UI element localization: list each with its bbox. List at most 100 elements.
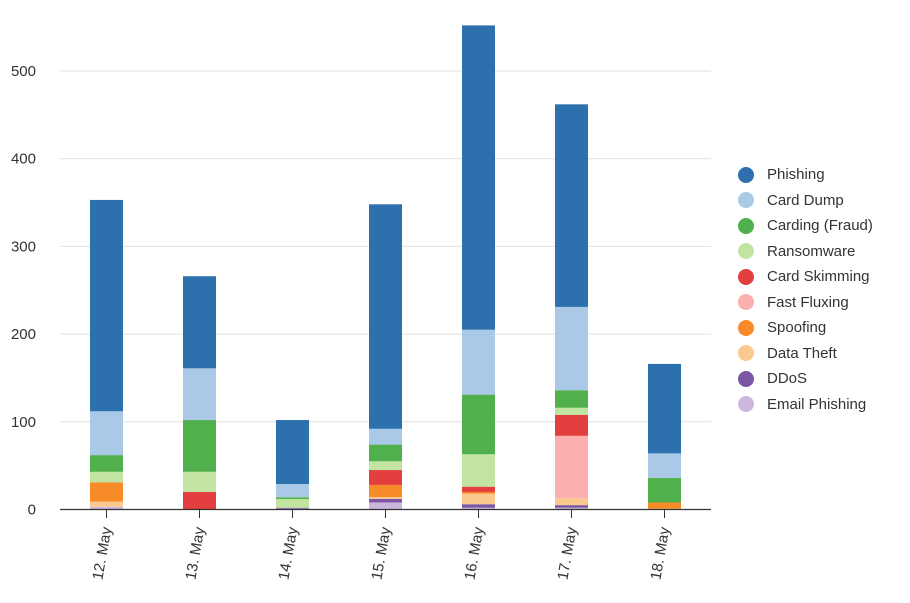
legend-label: Email Phishing (767, 395, 867, 413)
bar-segment[interactable] (183, 471, 216, 492)
legend-dot (738, 192, 754, 209)
bar-segment[interactable] (183, 368, 216, 421)
bar-segment[interactable] (183, 276, 216, 369)
legend-label: Fast Fluxing (767, 293, 849, 311)
legend-label: DDoS (767, 370, 808, 388)
bar-segment[interactable] (555, 435, 588, 499)
legend-item-fast-fluxing[interactable]: Fast Fluxing (738, 290, 873, 316)
bar-segment[interactable] (462, 454, 495, 487)
y-tick-label: 300 (11, 238, 36, 255)
bar-segment[interactable] (90, 501, 123, 507)
legend-item-card-dump[interactable]: Card Dump (738, 188, 873, 214)
legend-label: Phishing (767, 166, 825, 184)
legend-label: Card Skimming (767, 268, 870, 286)
legend-item-phishing[interactable]: Phishing (738, 162, 873, 188)
bar-segment[interactable] (648, 363, 681, 454)
bar-segment[interactable] (90, 411, 123, 456)
legend-label: Carding (Fraud) (767, 217, 873, 235)
bar-segment[interactable] (90, 482, 123, 502)
legend-item-spoofing[interactable]: Spoofing (738, 315, 873, 341)
bar-segment[interactable] (462, 507, 495, 510)
bar-segment[interactable] (90, 455, 123, 472)
bar-segment[interactable] (555, 414, 588, 436)
bar-segment[interactable] (648, 453, 681, 478)
y-tick-label: 200 (11, 326, 36, 343)
bar-segment[interactable] (276, 420, 309, 485)
legend-dot (738, 396, 754, 413)
bar-segment[interactable] (276, 507, 309, 509)
legend-label: Spoofing (767, 319, 827, 337)
bar-segment[interactable] (369, 204, 402, 429)
bar-stack[interactable] (648, 363, 681, 510)
legend-dot (738, 319, 754, 336)
bar-segment[interactable] (276, 498, 309, 508)
bar-segment[interactable] (369, 470, 402, 485)
bar-stack[interactable] (462, 25, 495, 510)
bar-stack[interactable] (90, 199, 123, 510)
bar-segment[interactable] (462, 329, 495, 395)
legend-label: Data Theft (767, 344, 837, 362)
bar-segment[interactable] (462, 504, 495, 508)
y-tick-label: 100 (11, 414, 36, 431)
bar-segment[interactable] (369, 497, 402, 499)
bar-segment[interactable] (462, 486, 495, 492)
bar-segment[interactable] (183, 420, 216, 472)
bar-segment[interactable] (369, 428, 402, 445)
bar-segment[interactable] (369, 502, 402, 510)
legend: Phishing Card Dump Carding (Fraud) Ranso… (738, 162, 873, 417)
x-tick-label: 15. May (368, 525, 394, 581)
bar-segment[interactable] (90, 506, 123, 510)
bar-segment[interactable] (555, 306, 588, 391)
x-tick-label: 18. May (647, 525, 673, 581)
x-tick-label: 13. May (182, 525, 208, 581)
bar-segment[interactable] (462, 25, 495, 330)
bar-stack[interactable] (183, 276, 216, 510)
x-tick-label: 16. May (461, 525, 487, 581)
y-tick-label: 0 (28, 502, 36, 519)
x-tick-label: 14. May (275, 525, 301, 581)
legend-item-data-theft[interactable]: Data Theft (738, 341, 873, 367)
bar-segment[interactable] (555, 507, 588, 510)
bar-segment[interactable] (369, 444, 402, 462)
y-tick-label: 400 (11, 151, 36, 168)
x-tick-label: 12. May (89, 525, 115, 581)
bars (90, 25, 681, 510)
legend-dot (738, 294, 754, 311)
legend-item-ddos[interactable]: DDoS (738, 366, 873, 392)
y-tick-label: 500 (11, 63, 36, 80)
bar-segment[interactable] (462, 394, 495, 455)
legend-item-carding-fraud[interactable]: Carding (Fraud) (738, 213, 873, 239)
bar-segment[interactable] (648, 477, 681, 503)
legend-label: Ransomware (767, 242, 856, 260)
bar-segment[interactable] (462, 493, 495, 505)
legend-dot (738, 345, 754, 362)
bar-segment[interactable] (183, 491, 216, 510)
bar-segment[interactable] (648, 502, 681, 509)
bar-segment[interactable] (276, 497, 309, 499)
bar-segment[interactable] (369, 484, 402, 498)
legend-item-email-phishing[interactable]: Email Phishing (738, 392, 873, 418)
legend-label: Card Dump (767, 191, 844, 209)
bar-segment[interactable] (555, 104, 588, 307)
bar-stack[interactable] (276, 420, 309, 510)
bar-segment[interactable] (369, 498, 402, 503)
bar-segment[interactable] (555, 390, 588, 408)
bar-segment[interactable] (369, 461, 402, 471)
bar-stack[interactable] (555, 104, 588, 510)
bar-segment[interactable] (462, 491, 495, 494)
legend-dot (738, 268, 754, 285)
bar-segment[interactable] (90, 199, 123, 412)
bar-segment[interactable] (90, 471, 123, 483)
legend-dot (738, 243, 754, 260)
bar-segment[interactable] (555, 505, 588, 508)
legend-dot (738, 370, 754, 387)
bar-stack[interactable] (369, 204, 402, 510)
y-axis: 0 100 200 300 400 500 (11, 63, 36, 519)
bar-segment[interactable] (555, 498, 588, 506)
bar-segment[interactable] (555, 407, 588, 415)
bar-segment[interactable] (276, 484, 309, 498)
legend-dot (738, 166, 754, 183)
legend-item-ransomware[interactable]: Ransomware (738, 239, 873, 265)
legend-item-card-skimming[interactable]: Card Skimming (738, 264, 873, 290)
